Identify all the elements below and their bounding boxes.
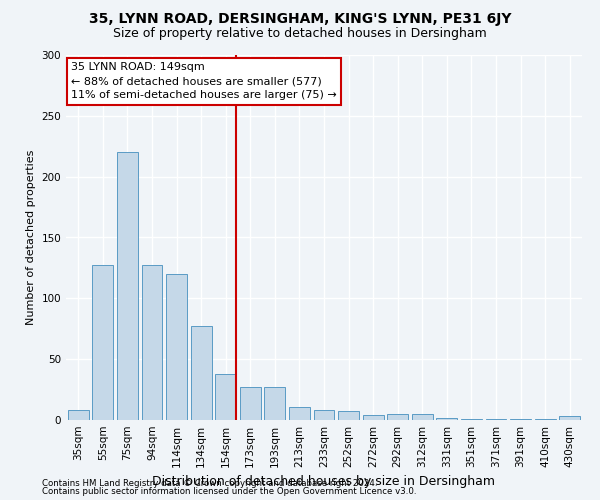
Bar bbox=[461, 419, 482, 420]
Text: 35 LYNN ROAD: 149sqm
← 88% of detached houses are smaller (577)
11% of semi-deta: 35 LYNN ROAD: 149sqm ← 88% of detached h… bbox=[71, 62, 337, 100]
X-axis label: Distribution of detached houses by size in Dersingham: Distribution of detached houses by size … bbox=[152, 476, 496, 488]
Bar bbox=[387, 414, 408, 420]
Bar bbox=[314, 410, 334, 420]
Text: Contains HM Land Registry data © Crown copyright and database right 2024.: Contains HM Land Registry data © Crown c… bbox=[42, 478, 377, 488]
Bar bbox=[92, 266, 113, 420]
Bar bbox=[215, 374, 236, 420]
Bar bbox=[436, 418, 457, 420]
Bar bbox=[117, 152, 138, 420]
Y-axis label: Number of detached properties: Number of detached properties bbox=[26, 150, 36, 325]
Text: Contains public sector information licensed under the Open Government Licence v3: Contains public sector information licen… bbox=[42, 487, 416, 496]
Bar bbox=[166, 274, 187, 420]
Bar bbox=[362, 415, 383, 420]
Bar bbox=[559, 416, 580, 420]
Bar bbox=[289, 406, 310, 420]
Text: Size of property relative to detached houses in Dersingham: Size of property relative to detached ho… bbox=[113, 28, 487, 40]
Bar bbox=[338, 412, 359, 420]
Bar bbox=[510, 419, 531, 420]
Bar bbox=[535, 419, 556, 420]
Bar bbox=[485, 419, 506, 420]
Bar bbox=[68, 410, 89, 420]
Bar bbox=[412, 414, 433, 420]
Text: 35, LYNN ROAD, DERSINGHAM, KING'S LYNN, PE31 6JY: 35, LYNN ROAD, DERSINGHAM, KING'S LYNN, … bbox=[89, 12, 511, 26]
Bar bbox=[191, 326, 212, 420]
Bar bbox=[240, 387, 261, 420]
Bar bbox=[142, 266, 163, 420]
Bar bbox=[265, 387, 286, 420]
